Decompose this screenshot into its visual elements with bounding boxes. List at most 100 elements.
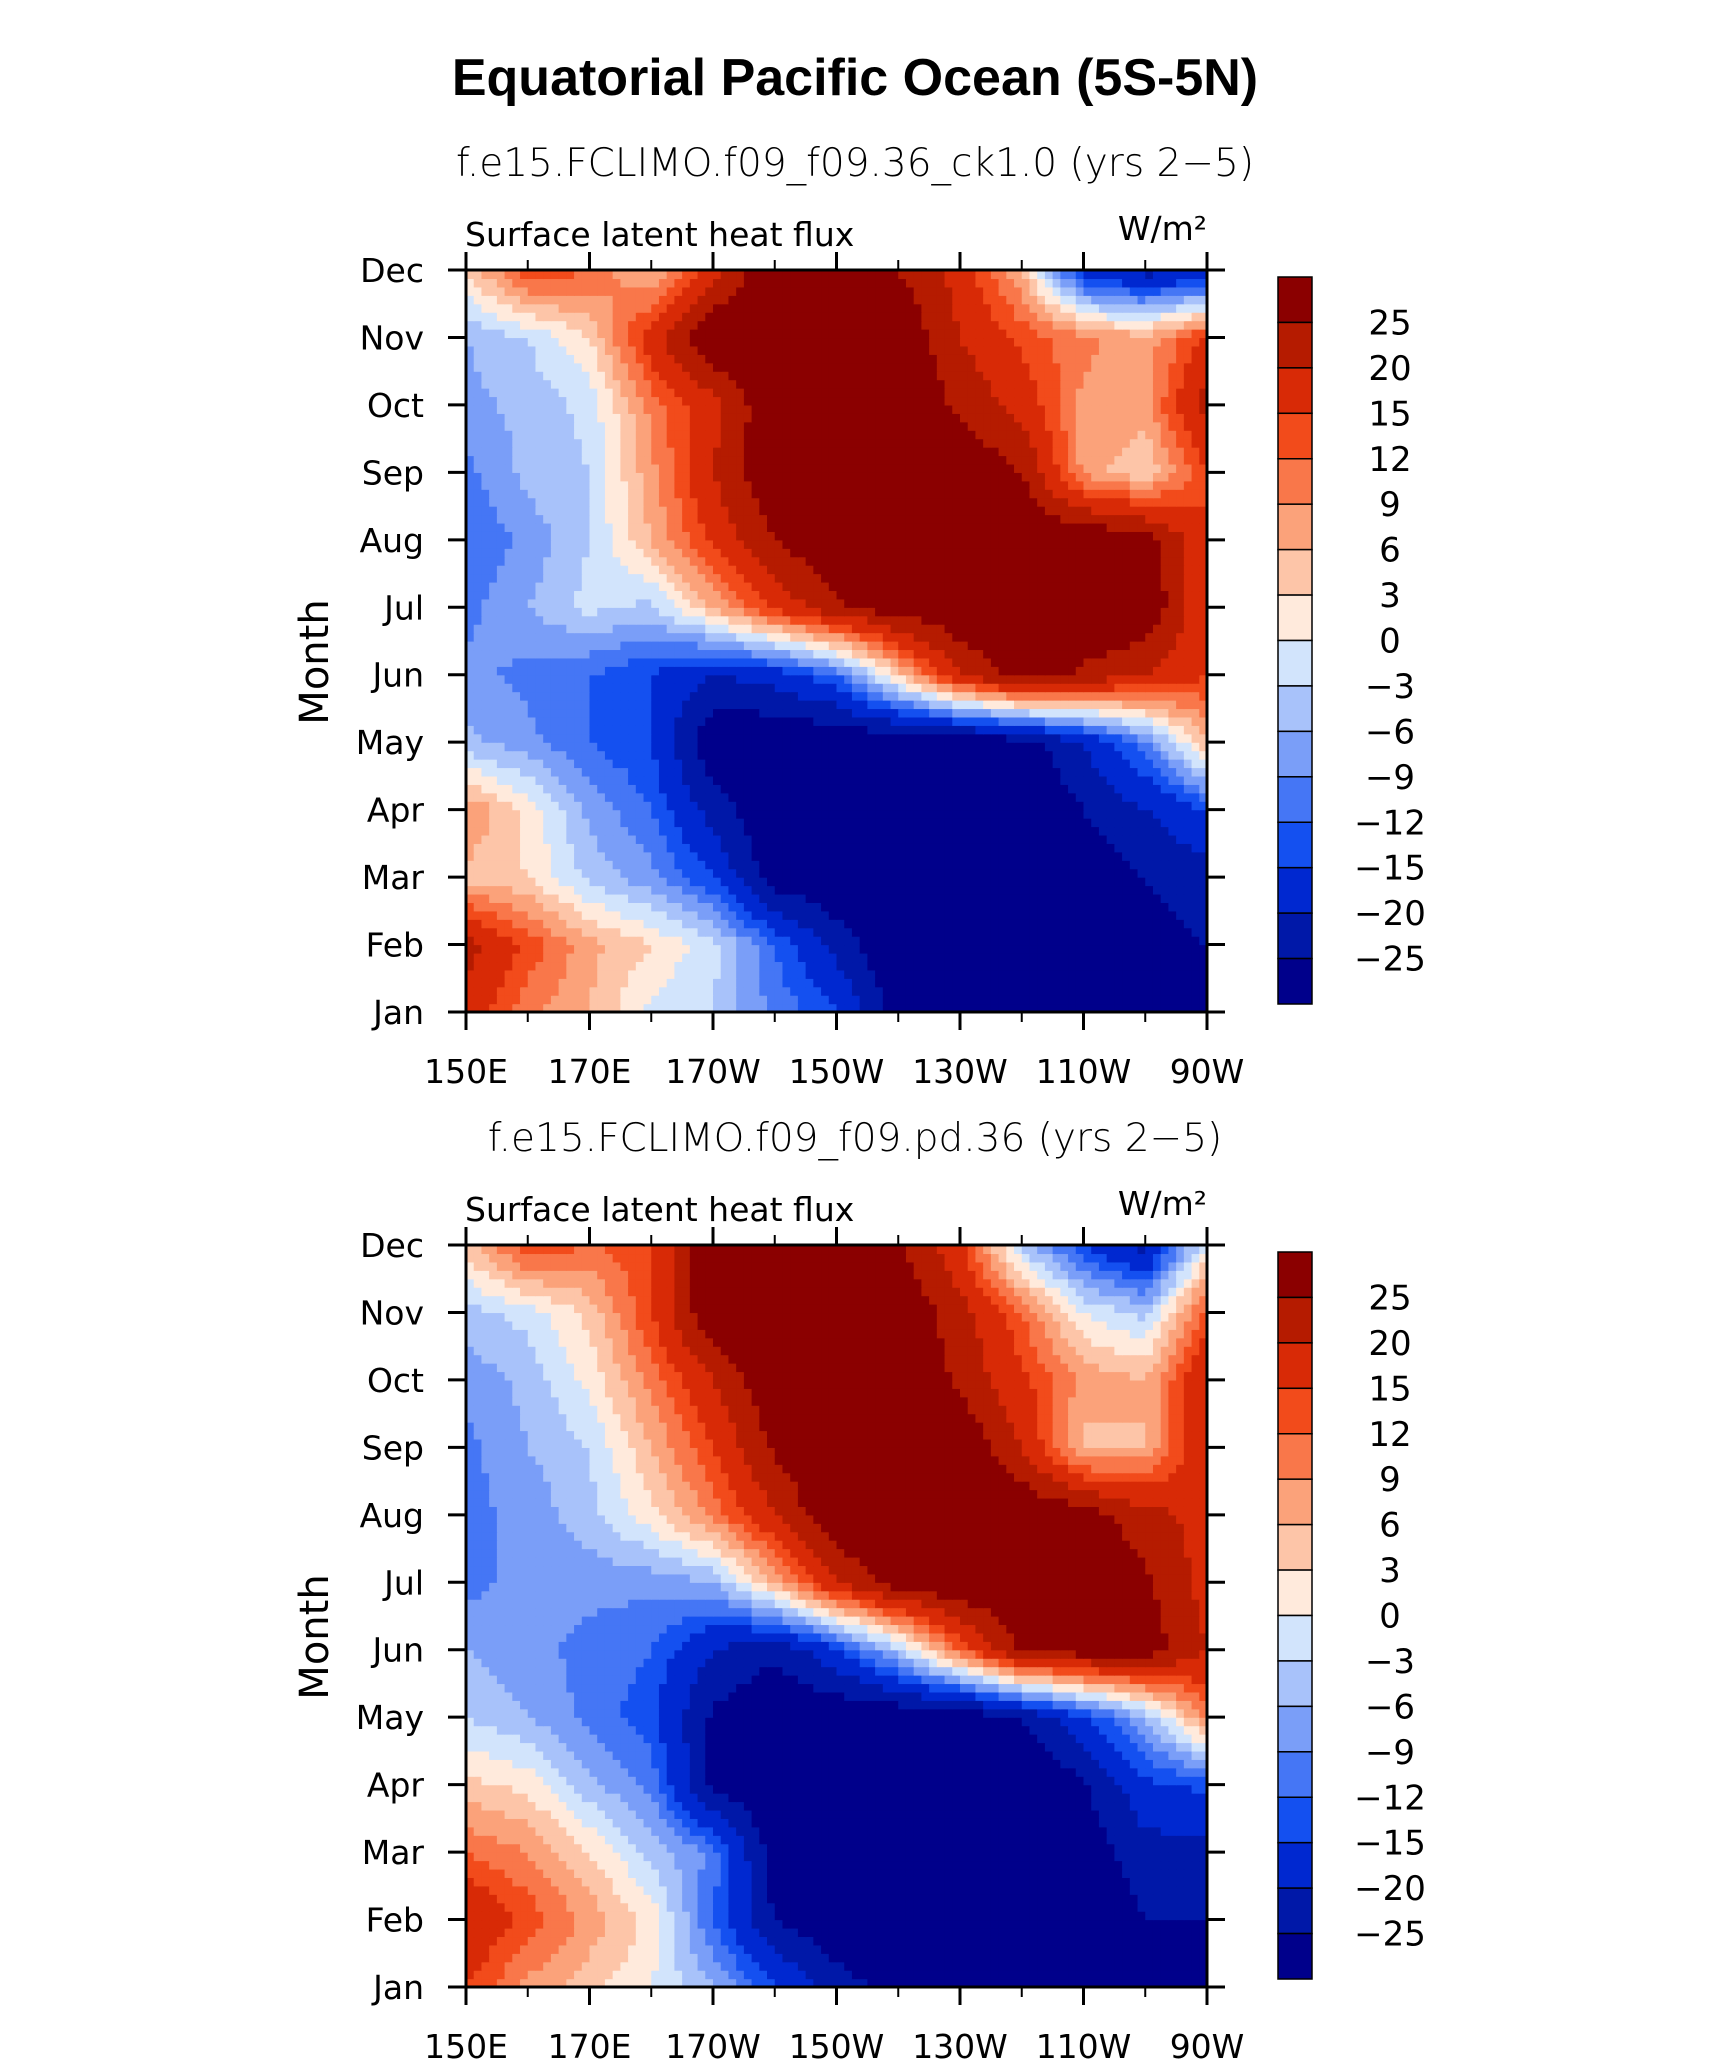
contour-cell (867, 952, 876, 963)
contour-cell (1122, 868, 1131, 878)
contour-cell (604, 1003, 614, 1013)
contour-cell (620, 868, 629, 878)
contour-cell (481, 725, 490, 735)
contour-cell (844, 759, 853, 769)
contour-cell (821, 944, 830, 954)
contour-cell (790, 775, 799, 785)
contour-cell (1014, 750, 1023, 760)
contour-cell (859, 590, 868, 600)
contour-cell (520, 573, 529, 583)
contour-cell (1183, 978, 1193, 988)
contour-cell (628, 952, 637, 963)
contour-cell (705, 995, 714, 1005)
contour-cell (767, 927, 776, 937)
contour-cell (890, 767, 899, 777)
contour-cell (1044, 767, 1054, 777)
contour-cell (967, 775, 977, 785)
contour-cell (821, 978, 830, 988)
contour-cell (1122, 607, 1131, 617)
contour-cell (597, 716, 606, 726)
contour-cell (604, 716, 614, 726)
contour-cell (1137, 750, 1146, 760)
contour-cell (643, 944, 652, 954)
contour-cell (1145, 927, 1154, 937)
contour-cell (890, 893, 899, 903)
contour-cell (651, 759, 660, 769)
contour-cell (1137, 573, 1146, 583)
contour-cell (566, 683, 575, 693)
contour-cell (558, 986, 567, 996)
contour-cell (550, 809, 560, 819)
contour-cell (558, 759, 567, 769)
contour-cell (782, 910, 791, 920)
contour-cell (875, 877, 884, 887)
contour-cell (1098, 632, 1108, 642)
contour-cell (628, 995, 637, 1005)
contour-cell (913, 877, 923, 887)
contour-cell (674, 716, 683, 726)
contour-cell (1098, 1003, 1108, 1013)
contour-cell (535, 657, 544, 667)
contour-cell (504, 649, 513, 659)
contour-cell (558, 826, 567, 836)
contour-cell (1122, 700, 1131, 710)
contour-cell (905, 733, 915, 743)
contour-cell (929, 759, 938, 769)
contour-cell (851, 649, 861, 659)
contour-cell (1098, 759, 1108, 769)
contour-cell (890, 809, 899, 819)
contour-cell (1068, 893, 1077, 903)
contour-cell (535, 708, 544, 718)
contour-cell (666, 885, 676, 895)
contour-cell (728, 826, 737, 836)
contour-cell (682, 590, 691, 600)
contour-cell (851, 952, 861, 963)
contour-cell (612, 733, 621, 743)
contour-cell (1145, 919, 1154, 929)
contour-cell (998, 809, 1007, 819)
contour-cell (1152, 759, 1162, 769)
contour-cell (658, 818, 668, 828)
contour-cell (713, 750, 722, 760)
contour-cell (983, 716, 992, 726)
contour-cell (751, 598, 760, 608)
contour-cell (1021, 683, 1031, 693)
contour-cell (713, 598, 722, 608)
contour-cell (728, 750, 737, 760)
contour-cell (882, 649, 892, 659)
contour-cell (550, 742, 560, 752)
contour-cell (589, 691, 598, 701)
contour-cell (844, 969, 853, 979)
contour-cell (620, 927, 629, 937)
contour-cell (844, 986, 853, 996)
contour-cell (913, 641, 923, 651)
contour-cell (952, 742, 961, 752)
contour-cell (697, 683, 706, 693)
contour-cell (913, 952, 923, 963)
contour-cell (589, 700, 598, 710)
contour-cell (813, 969, 822, 979)
contour-cell (527, 834, 537, 844)
contour-cell (1168, 860, 1177, 870)
contour-cell (1075, 893, 1085, 903)
contour-cell (983, 750, 992, 760)
contour-cell (1021, 995, 1031, 1005)
contour-cell (504, 809, 513, 819)
contour-cell (705, 742, 714, 752)
contour-cell (813, 952, 822, 963)
contour-cell (1114, 683, 1123, 693)
contour-cell (604, 632, 614, 642)
contour-cell (550, 683, 560, 693)
contour-cell (967, 877, 977, 887)
contour-cell (489, 851, 498, 861)
contour-cell (697, 767, 706, 777)
contour-cell (805, 910, 814, 920)
contour-cell (643, 826, 652, 836)
contour-cell (821, 708, 830, 718)
contour-cell (898, 877, 907, 887)
contour-cell (720, 885, 730, 895)
contour-cell (983, 615, 992, 625)
contour-cell (527, 775, 537, 785)
contour-cell (828, 919, 838, 929)
contour-cell (496, 607, 506, 617)
